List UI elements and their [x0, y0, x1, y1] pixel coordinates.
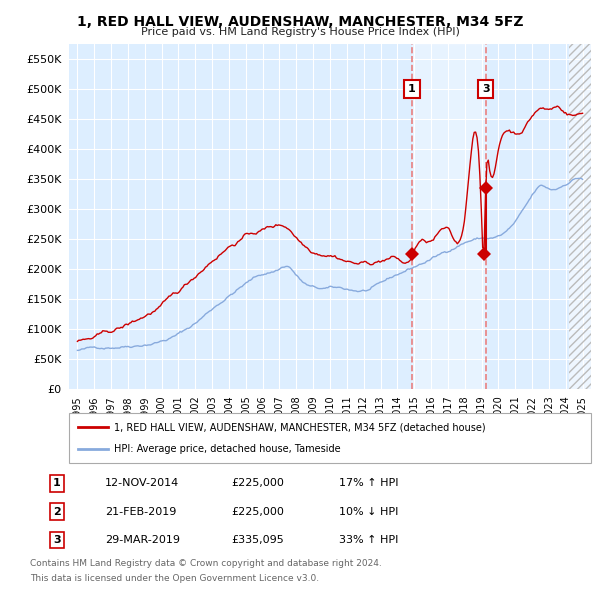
Text: This data is licensed under the Open Government Licence v3.0.: This data is licensed under the Open Gov…	[30, 574, 319, 583]
Text: Contains HM Land Registry data © Crown copyright and database right 2024.: Contains HM Land Registry data © Crown c…	[30, 559, 382, 568]
Text: 3: 3	[482, 84, 490, 94]
Text: 1, RED HALL VIEW, AUDENSHAW, MANCHESTER, M34 5FZ (detached house): 1, RED HALL VIEW, AUDENSHAW, MANCHESTER,…	[114, 422, 485, 432]
Text: 29-MAR-2019: 29-MAR-2019	[105, 535, 180, 545]
Text: 1, RED HALL VIEW, AUDENSHAW, MANCHESTER, M34 5FZ: 1, RED HALL VIEW, AUDENSHAW, MANCHESTER,…	[77, 15, 523, 29]
Text: 3: 3	[53, 535, 61, 545]
Text: 2: 2	[53, 507, 61, 516]
Text: HPI: Average price, detached house, Tameside: HPI: Average price, detached house, Tame…	[114, 444, 341, 454]
Bar	[412, 44, 486, 389]
Text: £225,000: £225,000	[231, 478, 284, 488]
Text: 17% ↑ HPI: 17% ↑ HPI	[339, 478, 398, 488]
Text: 33% ↑ HPI: 33% ↑ HPI	[339, 535, 398, 545]
Text: 12-NOV-2014: 12-NOV-2014	[105, 478, 179, 488]
Text: 10% ↓ HPI: 10% ↓ HPI	[339, 507, 398, 516]
Text: 1: 1	[408, 84, 416, 94]
Text: £225,000: £225,000	[231, 507, 284, 516]
Text: 1: 1	[53, 478, 61, 488]
Text: Price paid vs. HM Land Registry's House Price Index (HPI): Price paid vs. HM Land Registry's House …	[140, 27, 460, 37]
Text: £335,095: £335,095	[231, 535, 284, 545]
Text: 21-FEB-2019: 21-FEB-2019	[105, 507, 176, 516]
